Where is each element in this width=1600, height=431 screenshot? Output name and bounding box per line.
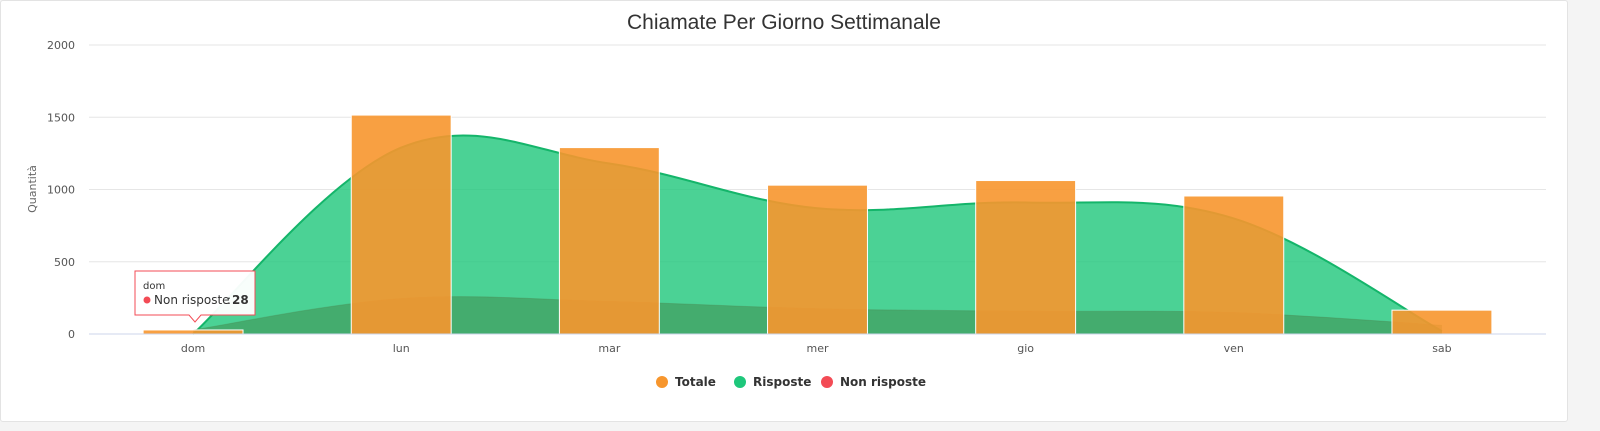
chart: Chiamate Per Giorno Settimanale 0 500 1000… <box>26 11 1546 389</box>
x-tick-label: mer <box>806 342 828 355</box>
legend-label: Risposte <box>753 375 811 389</box>
legend-label: Non risposte <box>840 375 926 389</box>
chart-card: Chiamate Per Giorno Settimanale 0 500 1000… <box>0 0 1568 422</box>
bar-mer[interactable] <box>767 184 868 335</box>
y-tick-label: 500 <box>54 256 75 269</box>
y-tick-label: 0 <box>68 328 75 341</box>
tooltip-category: dom <box>143 281 165 292</box>
x-tick-label: gio <box>1017 342 1034 355</box>
y-axis-title: Quantità <box>26 165 39 213</box>
legend-marker <box>821 376 833 388</box>
bar-dom[interactable] <box>142 329 244 335</box>
legend-label: Totale <box>675 375 716 389</box>
x-tick-label: mar <box>598 342 620 355</box>
bar-gio[interactable] <box>975 180 1077 335</box>
tooltip-series: Non risposte <box>154 293 230 307</box>
legend-item-risposte[interactable]: Risposte <box>734 375 811 389</box>
x-tick-label: dom <box>181 342 205 355</box>
tooltip-value: 28 <box>232 293 249 307</box>
tooltip-box <box>134 270 256 323</box>
legend-marker <box>734 376 746 388</box>
bar-series <box>142 114 1493 335</box>
legend: Totale Risposte Non risposte <box>656 375 926 389</box>
x-tick-label: sab <box>1432 342 1451 355</box>
legend-marker <box>656 376 668 388</box>
legend-item-totale[interactable]: Totale <box>656 375 716 389</box>
tooltip-separator: : <box>227 293 231 307</box>
y-axis-ticks: 0 500 1000 1500 2000 <box>47 39 75 341</box>
x-axis-ticks: dom lun mar mer gio ven sab <box>181 342 1452 355</box>
bar-mar[interactable] <box>558 147 660 335</box>
chart-title: Chiamate Per Giorno Settimanale <box>627 11 941 34</box>
bar-ven[interactable] <box>1183 195 1285 335</box>
y-tick-label: 2000 <box>47 39 75 52</box>
x-tick-label: lun <box>393 342 410 355</box>
y-tick-label: 1000 <box>47 184 75 197</box>
x-tick-label: ven <box>1224 342 1244 355</box>
legend-item-non-risposte[interactable]: Non risposte <box>821 375 926 389</box>
tooltip-marker <box>143 296 151 304</box>
bar-sab[interactable] <box>1391 309 1493 335</box>
bar-lun[interactable] <box>350 114 452 335</box>
y-tick-label: 1500 <box>47 111 75 124</box>
